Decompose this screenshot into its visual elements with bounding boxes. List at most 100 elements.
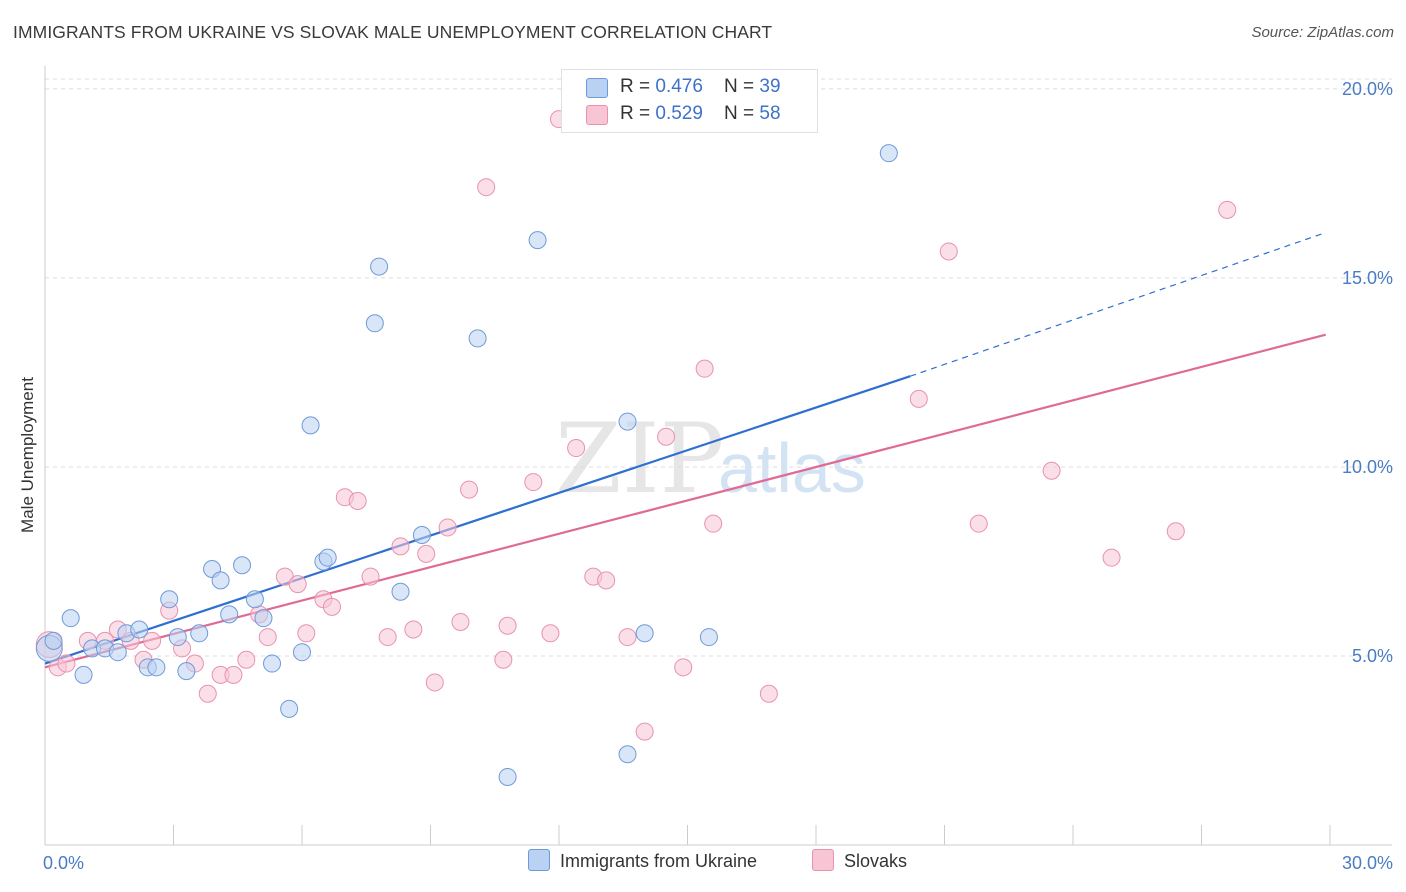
point-slovaks bbox=[224, 665, 243, 684]
point-slovaks bbox=[759, 684, 778, 703]
point-ukraine bbox=[635, 624, 654, 643]
tick-labels: 5.0% 10.0% 15.0% 20.0% 0.0% 30.0% bbox=[43, 79, 1393, 873]
legend-n-value-ukraine: 39 bbox=[759, 76, 781, 97]
point-ukraine bbox=[168, 628, 187, 647]
point-slovaks bbox=[348, 491, 367, 510]
point-slovaks bbox=[909, 389, 928, 408]
point-ukraine bbox=[190, 624, 209, 643]
point-slovaks bbox=[57, 654, 76, 673]
point-slovaks bbox=[417, 544, 436, 563]
point-ukraine bbox=[220, 605, 239, 624]
point-slovaks bbox=[1218, 200, 1237, 219]
point-ukraine bbox=[74, 665, 93, 684]
point-slovaks bbox=[143, 631, 162, 650]
axes bbox=[44, 66, 1392, 846]
legend-r-value-slovaks: 0.529 bbox=[655, 103, 703, 124]
point-slovaks bbox=[635, 722, 654, 741]
point-ukraine bbox=[370, 257, 389, 276]
x-tick-label: 30.0% bbox=[1342, 853, 1393, 873]
y-tick-label: 20.0% bbox=[1342, 79, 1393, 99]
point-slovaks bbox=[695, 359, 714, 378]
bottom-legend-label-ukraine: Immigrants from Ukraine bbox=[560, 851, 758, 871]
point-ukraine bbox=[365, 314, 384, 333]
bottom-legend-ukraine: Immigrants from Ukraine bbox=[528, 849, 758, 873]
point-slovaks bbox=[498, 616, 517, 635]
point-slovaks bbox=[939, 242, 958, 261]
point-slovaks bbox=[198, 684, 217, 703]
point-slovaks bbox=[258, 628, 277, 647]
point-ukraine bbox=[468, 329, 487, 348]
point-slovaks bbox=[404, 620, 423, 639]
legend-n-label: N = bbox=[724, 103, 760, 124]
x-tick-label: 0.0% bbox=[43, 853, 84, 873]
point-ukraine bbox=[280, 699, 299, 718]
point-slovaks bbox=[477, 178, 496, 197]
point-ukraine bbox=[108, 643, 127, 662]
point-slovaks bbox=[567, 439, 586, 458]
y-tick-label: 5.0% bbox=[1352, 646, 1393, 666]
point-slovaks bbox=[451, 612, 470, 631]
y-tick-label: 10.0% bbox=[1342, 457, 1393, 477]
data-points bbox=[35, 83, 1237, 786]
legend-r-label: R = bbox=[620, 76, 656, 97]
point-slovaks bbox=[618, 628, 637, 647]
point-ukraine bbox=[618, 412, 637, 431]
point-ukraine bbox=[528, 231, 547, 250]
point-ukraine bbox=[391, 582, 410, 601]
point-ukraine bbox=[61, 609, 80, 628]
point-slovaks bbox=[237, 650, 256, 669]
point-ukraine bbox=[211, 571, 230, 590]
point-ukraine bbox=[301, 416, 320, 435]
trend-lines bbox=[44, 231, 1326, 669]
point-ukraine bbox=[498, 767, 517, 786]
point-slovaks bbox=[288, 575, 307, 594]
watermark-zip: ZIP bbox=[555, 403, 724, 515]
bottom-legend-swatch-slovaks bbox=[812, 849, 834, 872]
point-slovaks bbox=[969, 514, 988, 533]
point-slovaks bbox=[460, 480, 479, 499]
y-tick-label: 15.0% bbox=[1342, 268, 1393, 288]
point-ukraine bbox=[293, 643, 311, 662]
point-slovaks bbox=[674, 658, 693, 677]
point-slovaks bbox=[524, 473, 543, 492]
legend-r-label: R = bbox=[620, 103, 656, 124]
point-slovaks bbox=[704, 514, 723, 533]
point-ukraine bbox=[618, 745, 637, 764]
legend-n-label: N = bbox=[724, 76, 760, 97]
source-label: Source: ZipAtlas.com bbox=[1251, 24, 1394, 41]
legend-swatch-slovaks bbox=[586, 105, 608, 125]
watermark-atlas: atlas bbox=[718, 429, 866, 507]
point-ukraine bbox=[177, 662, 196, 681]
point-slovaks bbox=[657, 427, 676, 446]
point-ukraine bbox=[130, 620, 149, 639]
point-slovaks bbox=[438, 518, 457, 537]
point-slovaks bbox=[378, 628, 397, 647]
bottom-legend-label-slovaks: Slovaks bbox=[844, 851, 908, 871]
legend-r-value-ukraine: 0.476 bbox=[655, 76, 703, 97]
point-ukraine bbox=[412, 526, 431, 544]
legend-n-value-slovaks: 58 bbox=[759, 103, 781, 124]
point-ukraine bbox=[233, 556, 252, 575]
point-slovaks bbox=[1102, 548, 1121, 567]
trend-line-ukraine bbox=[44, 375, 911, 665]
point-slovaks bbox=[1042, 461, 1061, 480]
point-slovaks bbox=[322, 597, 341, 616]
correlation-legend: R = 0.476 N = 39 R = 0.529 N = 58 bbox=[561, 69, 818, 133]
point-ukraine bbox=[245, 590, 264, 609]
point-slovaks bbox=[425, 673, 444, 692]
point-ukraine bbox=[160, 590, 179, 609]
point-ukraine bbox=[44, 631, 63, 650]
point-slovaks bbox=[541, 624, 560, 643]
point-ukraine bbox=[254, 609, 273, 628]
point-slovaks bbox=[391, 537, 410, 556]
trend-extension-ukraine bbox=[910, 231, 1326, 377]
bottom-legend-slovaks: Slovaks bbox=[812, 849, 908, 873]
point-ukraine bbox=[147, 658, 166, 677]
point-slovaks bbox=[1166, 522, 1185, 541]
point-ukraine bbox=[879, 144, 898, 163]
bottom-legend-swatch-ukraine bbox=[528, 849, 550, 872]
point-slovaks bbox=[494, 650, 513, 669]
chart-title: IMMIGRANTS FROM UKRAINE VS SLOVAK MALE U… bbox=[13, 22, 773, 42]
point-slovaks bbox=[597, 571, 616, 590]
